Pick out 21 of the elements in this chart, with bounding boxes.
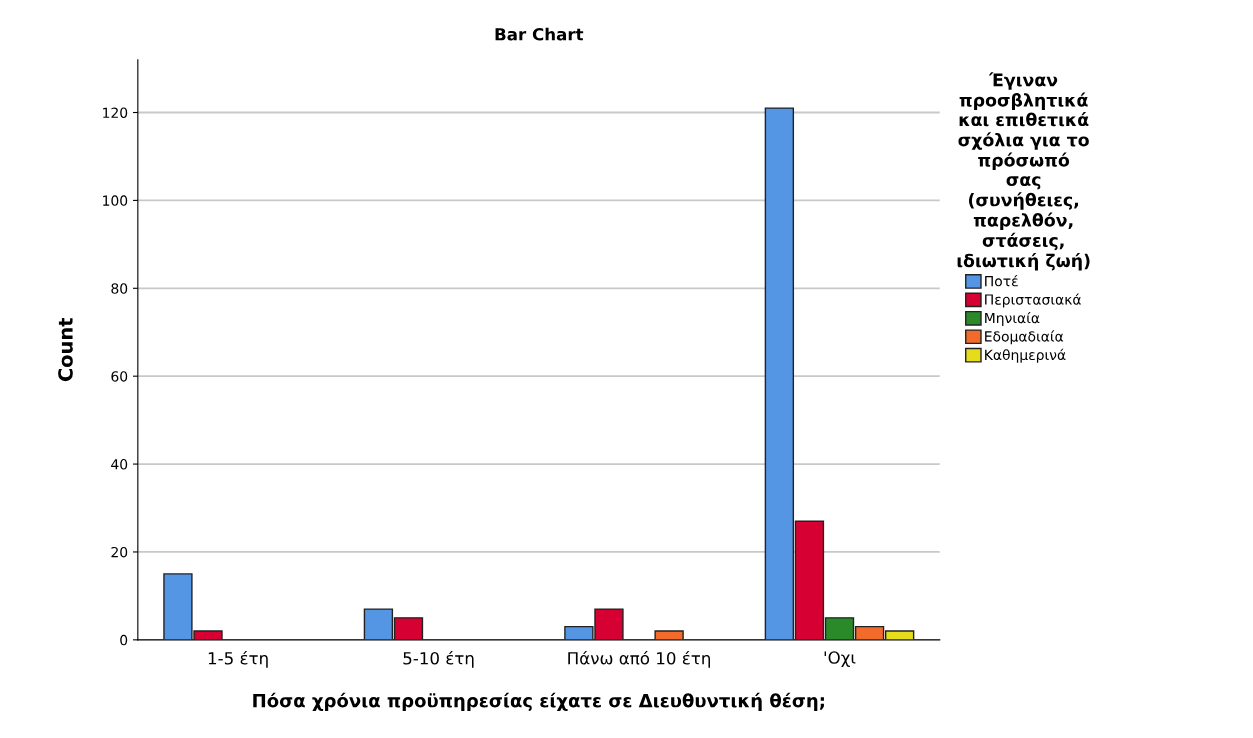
bar [654, 630, 684, 640]
legend-label: Εδομαδιαία [985, 330, 1064, 345]
x-axis-title: Πόσα χρόνια προϋπηρεσίας είχατε σε Διευθυντική θέση; [253, 692, 824, 711]
legend-label: Περιστασιακά [985, 293, 1081, 308]
x-tick-label: 5-10 έτη [403, 650, 474, 668]
x-tick-label: Πάνω από 10 έτη [568, 650, 710, 668]
x-tick-label: 'Οχι [824, 651, 856, 668]
y-tick-label: 20 [111, 546, 128, 558]
x-tick-label: 1-5 έτη [208, 650, 268, 668]
y-tick-label: 60 [111, 371, 128, 382]
chart-title: Bar Chart [495, 27, 584, 41]
y-tick-label: 80 [111, 283, 128, 294]
legend-label: Ποτέ [985, 275, 1018, 287]
y-axis-title: Count [58, 317, 73, 382]
y-tick-label: 100 [103, 195, 128, 206]
legend-label: Καθημερινά [985, 348, 1066, 363]
y-tick-label: 0 [120, 634, 128, 646]
legend-label: Μηνιαία [985, 311, 1040, 326]
y-tick-label: 120 [103, 107, 128, 118]
y-tick-label: 40 [111, 459, 128, 470]
text: Έγιναν προσβλητικά και επιθετικά σχόλια για το πρόσωπό σας (συνήθειες, παρελθόν, στάσεις, ιδιωτική ζωή) [957, 72, 1090, 271]
